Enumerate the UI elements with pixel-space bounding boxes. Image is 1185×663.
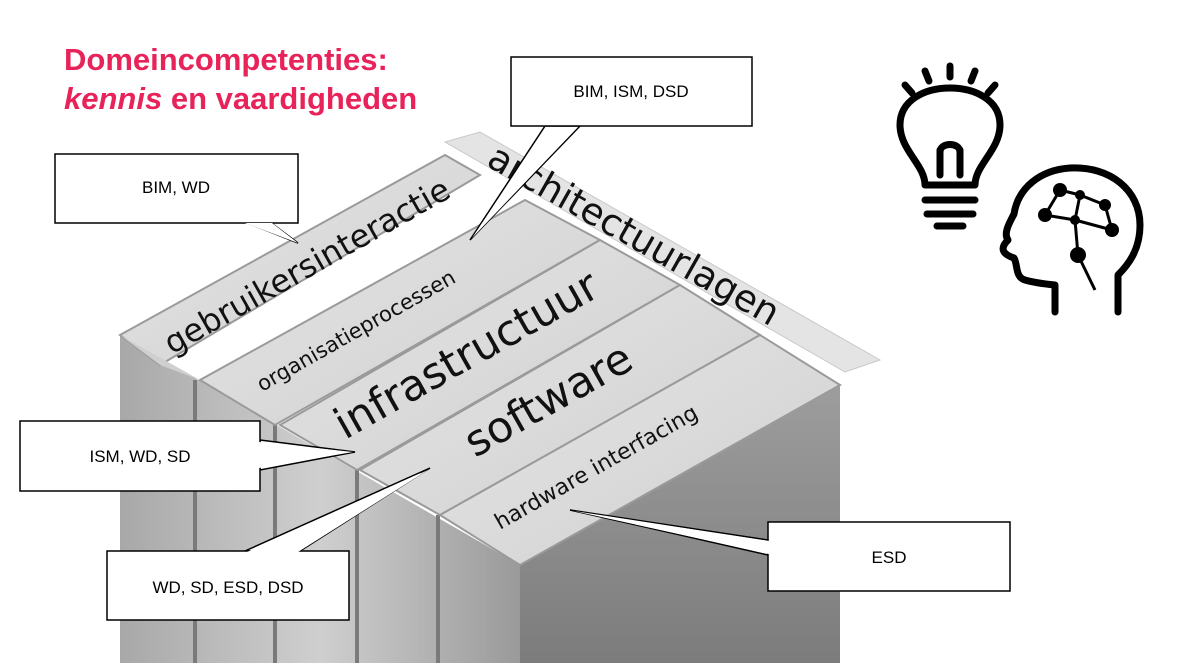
callout-wd-sd-esd-dsd: WD, SD, ESD, DSD [106, 467, 431, 621]
title-line-1: Domeincompetenties: [64, 42, 388, 77]
callout-esd: ESD [569, 509, 1011, 592]
layer-slabs [118, 153, 842, 567]
callout-ism-wd-sd: ISM, WD, SD [19, 420, 356, 492]
title-italic-word: kennis [64, 81, 163, 116]
block-right-face [520, 385, 840, 663]
callout-bim-ism-dsd: BIM, ISM, DSD [469, 56, 753, 241]
title-line-2: en vaardigheden [162, 81, 418, 116]
callout-text-bim-ism-dsd: BIM, ISM, DSD [573, 82, 688, 101]
callout-text-bim-wd: BIM, WD [142, 178, 210, 197]
lightbulb-icon [896, 62, 1004, 230]
callout-text-wd-sd-esd-dsd: WD, SD, ESD, DSD [152, 578, 303, 597]
callout-text-esd: ESD [872, 548, 907, 567]
layer-slab-hardware [438, 333, 842, 567]
header-bar [443, 131, 882, 373]
brain-head-icon [999, 164, 1144, 316]
page-title: Domeincompetenties: kennis en vaardighed… [64, 40, 417, 118]
callout-bim-wd: BIM, WD [54, 153, 299, 244]
callout-text-ism-wd-sd: ISM, WD, SD [89, 447, 190, 466]
brain-network-icon [1038, 183, 1119, 291]
